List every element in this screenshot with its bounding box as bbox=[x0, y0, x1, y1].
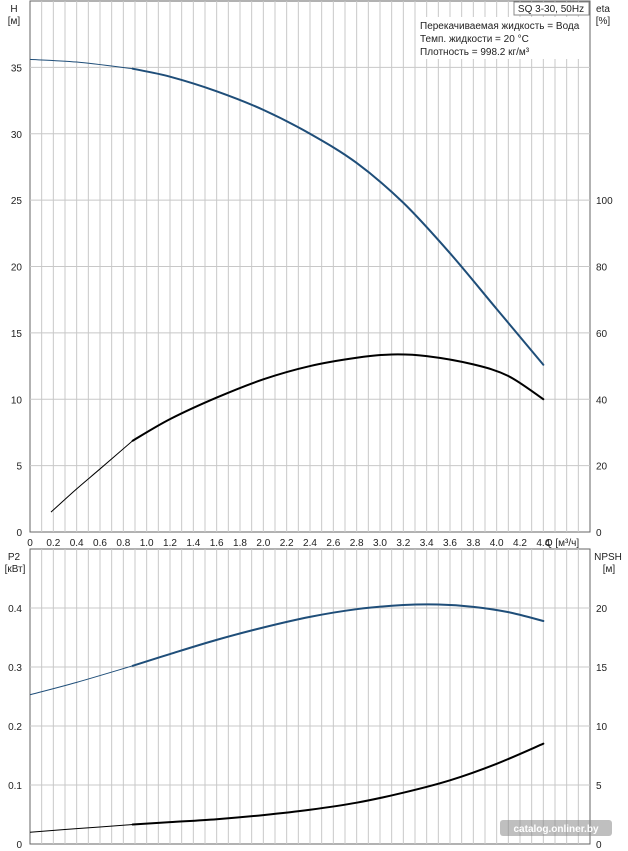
bottom-grid bbox=[30, 549, 590, 844]
bottom-series-0-duty-line bbox=[131, 603, 545, 667]
top-left-axis-name: H bbox=[10, 4, 17, 15]
top-tick-labels: 0 5 10 15 20 25 30 35 0 20 40 60 80 100 0 0.2 0.4 0.6 0.8 1… bbox=[11, 63, 613, 549]
bottom-series-1-duty-line bbox=[131, 742, 545, 826]
x-tick-label: 3.6 bbox=[443, 538, 457, 549]
top-right-tick-label: 80 bbox=[596, 263, 608, 274]
bottom-left-tick-label: 0.4 bbox=[8, 604, 22, 615]
title-box-text: SQ 3-30, 50Hz bbox=[518, 4, 584, 15]
top-right-axis-name: eta bbox=[596, 4, 610, 15]
top-series-0-extended-line bbox=[29, 58, 133, 70]
x-tick-label: 0 bbox=[27, 538, 33, 549]
top-series-1-extended-line bbox=[50, 440, 133, 513]
title-box bbox=[513, 1, 590, 16]
watermark-text: catalog.onliner.by bbox=[513, 824, 598, 835]
top-right-tick-label: 100 bbox=[596, 196, 613, 207]
x-tick-label: 2.4 bbox=[303, 538, 317, 549]
x-tick-label: 1.0 bbox=[140, 538, 154, 549]
bottom-right-axis-unit: [м] bbox=[603, 564, 616, 575]
top-panel: 0 5 10 15 20 25 30 35 0 20 40 60 80 100 0 0.2 0.4 0.6 0.8 1… bbox=[8, 0, 613, 549]
top-grid bbox=[30, 1, 590, 532]
x-tick-label: 2.6 bbox=[326, 538, 340, 549]
bottom-panel: 0 0.1 0.2 0.3 0.4 0 5 10 15 20 P2 [кВт] NPSH [м] bbox=[5, 548, 622, 851]
top-right-tick-label: 60 bbox=[596, 329, 608, 340]
x-tick-label: 4.2 bbox=[513, 538, 527, 549]
top-left-tick-label: 5 bbox=[16, 462, 22, 473]
bottom-right-tick-label: 15 bbox=[596, 663, 608, 674]
top-left-tick-label: 10 bbox=[11, 395, 23, 406]
top-left-tick-label: 25 bbox=[11, 196, 23, 207]
top-series-1-duty-line bbox=[131, 353, 545, 442]
x-tick-label: 2.2 bbox=[280, 538, 294, 549]
info-backdrop bbox=[417, 17, 587, 59]
top-left-tick-label: 20 bbox=[11, 263, 23, 274]
bottom-left-axis-name: P2 bbox=[8, 552, 21, 563]
x-tick-label: 4.0 bbox=[490, 538, 504, 549]
x-tick-label: 3.8 bbox=[466, 538, 480, 549]
x-tick-label: 0.8 bbox=[116, 538, 130, 549]
top-series-0-duty-line bbox=[131, 67, 545, 366]
bottom-right-tick-label: 10 bbox=[596, 722, 608, 733]
bottom-right-axis-name: NPSH bbox=[594, 552, 622, 563]
top-left-tick-label: 15 bbox=[11, 329, 23, 340]
x-tick-label: 4.4 bbox=[536, 538, 550, 549]
x-axis-label: Q [м³/ч] bbox=[545, 538, 580, 549]
x-tick-label: 2.8 bbox=[350, 538, 364, 549]
bottom-series-1-extended-line bbox=[29, 824, 133, 833]
top-series bbox=[29, 58, 545, 513]
bottom-left-tick-label: 0.2 bbox=[8, 722, 22, 733]
info-line-1: Перекачиваемая жидкость = Вода bbox=[420, 21, 580, 32]
info-line-2: Темп. жидкости = 20 °C bbox=[420, 34, 529, 45]
top-right-tick-label: 40 bbox=[596, 395, 608, 406]
bottom-left-tick-label: 0 bbox=[16, 840, 22, 851]
bottom-series-0-extended-line bbox=[29, 665, 133, 696]
bottom-left-tick-label: 0.3 bbox=[8, 663, 22, 674]
top-left-axis-unit: [м] bbox=[8, 16, 21, 27]
top-right-axis-unit: [%] bbox=[596, 16, 611, 27]
x-tick-label: 1.8 bbox=[233, 538, 247, 549]
watermark-backdrop bbox=[500, 820, 612, 836]
info-line-3: Плотность = 998.2 кг/м³ bbox=[420, 47, 530, 58]
top-left-tick-label: 30 bbox=[11, 130, 23, 141]
x-tick-label: 0.4 bbox=[70, 538, 84, 549]
bottom-tick-labels: 0 0.1 0.2 0.3 0.4 0 5 10 15 20 bbox=[8, 604, 607, 851]
watermark: catalog.onliner.by bbox=[500, 820, 612, 836]
bottom-right-tick-label: 5 bbox=[596, 781, 602, 792]
bottom-left-axis-unit: [кВт] bbox=[5, 564, 26, 575]
bottom-series bbox=[29, 603, 545, 833]
bottom-right-tick-label: 20 bbox=[596, 604, 608, 615]
bottom-right-tick-label: 0 bbox=[596, 840, 602, 851]
x-tick-label: 3.0 bbox=[373, 538, 387, 549]
top-left-tick-label: 35 bbox=[11, 63, 23, 74]
x-tick-label: 0.2 bbox=[46, 538, 60, 549]
x-tick-label: 3.2 bbox=[396, 538, 410, 549]
x-tick-label: 1.4 bbox=[186, 538, 200, 549]
top-right-tick-label: 0 bbox=[596, 528, 602, 539]
x-tick-label: 1.6 bbox=[210, 538, 224, 549]
x-tick-label: 0.6 bbox=[93, 538, 107, 549]
bottom-left-tick-label: 0.1 bbox=[8, 781, 22, 792]
x-tick-label: 1.2 bbox=[163, 538, 177, 549]
x-tick-label: 3.4 bbox=[420, 538, 434, 549]
x-tick-label: 2.0 bbox=[256, 538, 270, 549]
top-left-tick-label: 0 bbox=[16, 528, 22, 539]
top-right-tick-label: 20 bbox=[596, 462, 608, 473]
